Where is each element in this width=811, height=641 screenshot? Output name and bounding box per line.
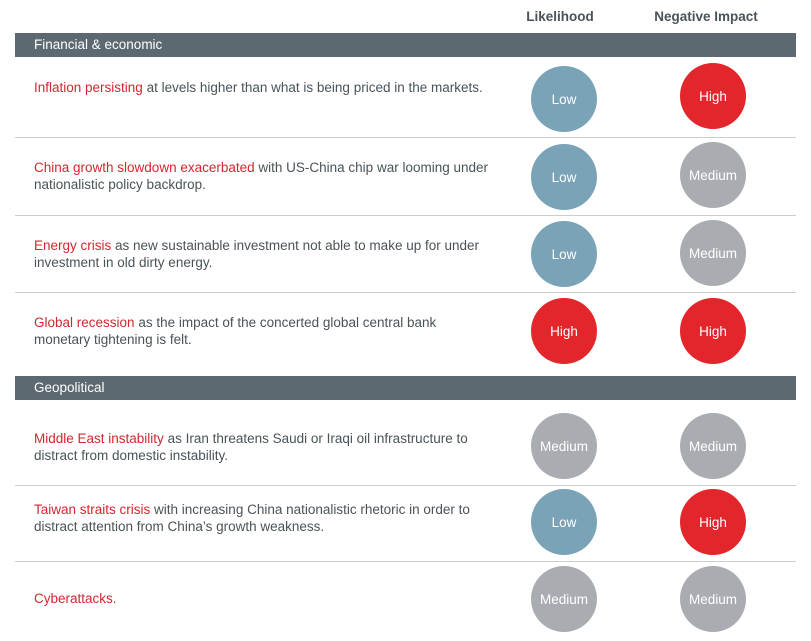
impact-indicator: High bbox=[680, 489, 746, 555]
impact-indicator: Medium bbox=[680, 220, 746, 286]
risk-description: China growth slowdown exacerbated with U… bbox=[34, 159, 494, 193]
risk-row: China growth slowdown exacerbated with U… bbox=[15, 138, 796, 216]
likelihood-indicator: Medium bbox=[531, 566, 597, 632]
risk-detail: as new sustainable investment not able t… bbox=[34, 238, 479, 270]
likelihood-indicator: Low bbox=[531, 221, 597, 287]
likelihood-indicator: Low bbox=[531, 144, 597, 210]
risk-description: Cyberattacks. bbox=[34, 590, 494, 607]
risk-highlight: China growth slowdown exacerbated bbox=[34, 160, 255, 175]
likelihood-column-header: Likelihood bbox=[526, 9, 594, 24]
risk-description: Middle East instability as Iran threaten… bbox=[34, 430, 494, 464]
risk-highlight: Inflation persisting bbox=[34, 80, 143, 95]
risk-row: Taiwan straits crisis with increasing Ch… bbox=[15, 486, 796, 562]
risk-description: Global recession as the impact of the co… bbox=[34, 314, 494, 348]
impact-indicator: Medium bbox=[680, 413, 746, 479]
risk-row: Inflation persisting at levels higher th… bbox=[15, 57, 796, 138]
risk-highlight: Cyberattacks. bbox=[34, 591, 117, 606]
section-header-financial: Financial & economic bbox=[15, 33, 796, 57]
risk-detail: with increasing China nationalistic rhet… bbox=[34, 502, 470, 534]
risk-detail: at levels higher than what is being pric… bbox=[142, 80, 483, 95]
risk-description: Inflation persisting at levels higher th… bbox=[34, 79, 494, 96]
risk-detail: with US-China chip war looming under nat… bbox=[34, 160, 488, 192]
impact-column-header: Negative Impact bbox=[654, 9, 758, 24]
impact-indicator: High bbox=[680, 298, 746, 364]
risk-detail: as the impact of the concerted global ce… bbox=[34, 315, 437, 347]
risk-highlight: Taiwan straits crisis bbox=[34, 502, 151, 517]
risk-detail: as Iran threatens Saudi or Iraqi oil inf… bbox=[34, 431, 468, 463]
risk-highlight: Energy crisis bbox=[34, 238, 112, 253]
likelihood-indicator: Low bbox=[531, 66, 597, 132]
impact-indicator: Medium bbox=[680, 142, 746, 208]
risk-highlight: Global recession bbox=[34, 315, 135, 330]
risk-row: Global recession as the impact of the co… bbox=[15, 293, 796, 373]
risk-row: Energy crisis as new sustainable investm… bbox=[15, 216, 796, 293]
impact-indicator: Medium bbox=[680, 566, 746, 632]
likelihood-indicator: High bbox=[531, 298, 597, 364]
risk-description: Taiwan straits crisis with increasing Ch… bbox=[34, 501, 494, 535]
risk-description: Energy crisis as new sustainable investm… bbox=[34, 237, 494, 271]
risk-row: Cyberattacks. Medium Medium bbox=[15, 562, 796, 641]
risk-highlight: Middle East instability bbox=[34, 431, 164, 446]
likelihood-indicator: Low bbox=[531, 489, 597, 555]
section-header-geopolitical: Geopolitical bbox=[15, 376, 796, 400]
impact-indicator: High bbox=[680, 63, 746, 129]
likelihood-indicator: Medium bbox=[531, 413, 597, 479]
risk-row: Middle East instability as Iran threaten… bbox=[15, 400, 796, 486]
